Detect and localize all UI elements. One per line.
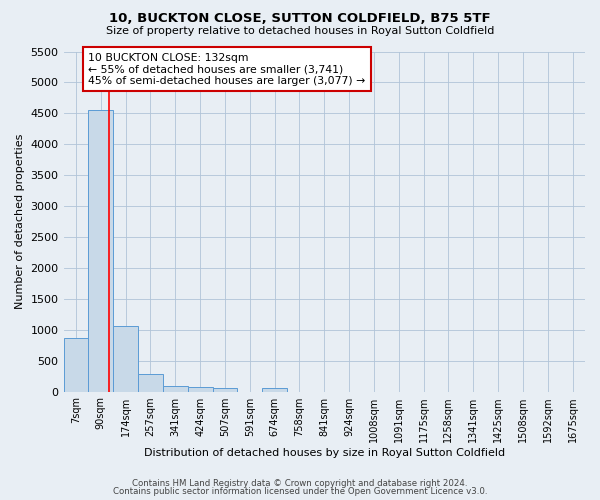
Text: 10 BUCKTON CLOSE: 132sqm
← 55% of detached houses are smaller (3,741)
45% of sem: 10 BUCKTON CLOSE: 132sqm ← 55% of detach… [88,52,365,86]
Text: Size of property relative to detached houses in Royal Sutton Coldfield: Size of property relative to detached ho… [106,26,494,36]
Y-axis label: Number of detached properties: Number of detached properties [15,134,25,309]
Text: Contains public sector information licensed under the Open Government Licence v3: Contains public sector information licen… [113,487,487,496]
Text: 10, BUCKTON CLOSE, SUTTON COLDFIELD, B75 5TF: 10, BUCKTON CLOSE, SUTTON COLDFIELD, B75… [109,12,491,26]
Bar [88,110,113,392]
Text: Contains HM Land Registry data © Crown copyright and database right 2024.: Contains HM Land Registry data © Crown c… [132,478,468,488]
Bar [138,374,163,392]
Bar [64,338,88,392]
Bar [212,388,238,392]
Bar [262,388,287,392]
X-axis label: Distribution of detached houses by size in Royal Sutton Coldfield: Distribution of detached houses by size … [144,448,505,458]
Bar [188,387,212,392]
Bar [113,326,138,392]
Bar [163,386,188,392]
